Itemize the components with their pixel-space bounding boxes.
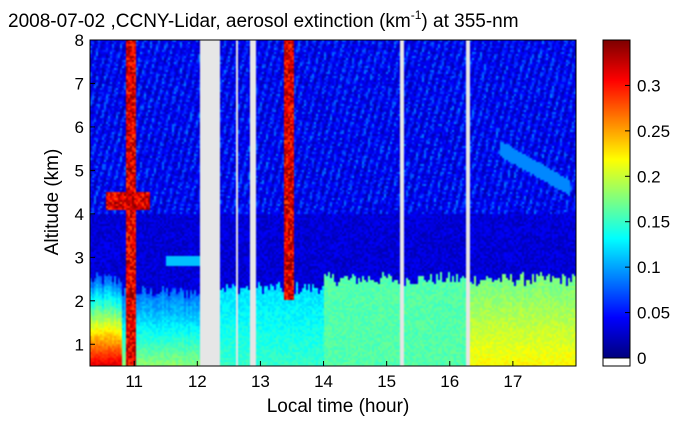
colorbar-gradient (603, 40, 630, 358)
y-tick-label: 5 (75, 161, 84, 180)
colorbar-tick-label: 0.1 (637, 258, 661, 277)
chart-title-superscript: -1 (411, 8, 422, 22)
colorbar-ticks: 0 0.05 0.1 0.15 0.2 0.25 0.3 (625, 76, 670, 368)
chart-title: 2008-07-02 ,CCNY-Lidar, aerosol extincti… (8, 8, 519, 32)
y-tick-label: 8 (75, 31, 84, 50)
colorbar-frame (602, 39, 631, 367)
x-tick-label: 12 (188, 372, 207, 391)
colorbar-tick-label: 0.2 (637, 167, 661, 186)
x-axis-label: Local time (hour) (267, 396, 410, 417)
colorbar-tick-label: 0.05 (637, 304, 670, 323)
x-tick-label: 11 (125, 372, 143, 391)
x-axis-ticks: 11 12 13 14 15 16 17 (125, 361, 522, 391)
plot-frame (89, 39, 577, 367)
extinction-heatmap (90, 40, 576, 366)
colorbar (602, 39, 631, 367)
x-tick-label: 15 (377, 372, 396, 391)
colorbar-tick-label: 0.3 (637, 76, 661, 95)
y-axis-ticks: 1 2 3 4 5 6 7 8 (75, 31, 95, 354)
plot-area (89, 39, 577, 367)
colorbar-tick-label: 0.15 (637, 213, 670, 232)
y-tick-label: 2 (75, 292, 84, 311)
y-tick-label: 4 (75, 205, 84, 224)
y-tick-label: 3 (75, 248, 84, 267)
colorbar-tick-label: 0.25 (637, 122, 670, 141)
x-tick-label: 14 (314, 372, 333, 391)
y-tick-label: 6 (75, 118, 84, 137)
chart-title-main: 2008-07-02 ,CCNY-Lidar, aerosol extincti… (8, 11, 411, 32)
colorbar-tick-label: 0 (637, 349, 646, 368)
y-tick-label: 1 (75, 335, 84, 354)
y-tick-label: 7 (75, 74, 84, 93)
y-axis-label: Altitude (km) (42, 149, 63, 256)
x-tick-label: 16 (440, 372, 459, 391)
colorbar-no-data-swatch (602, 357, 631, 367)
chart-title-tail: ) at 355-nm (421, 11, 518, 32)
x-tick-label: 17 (503, 372, 522, 391)
x-tick-label: 13 (251, 372, 270, 391)
